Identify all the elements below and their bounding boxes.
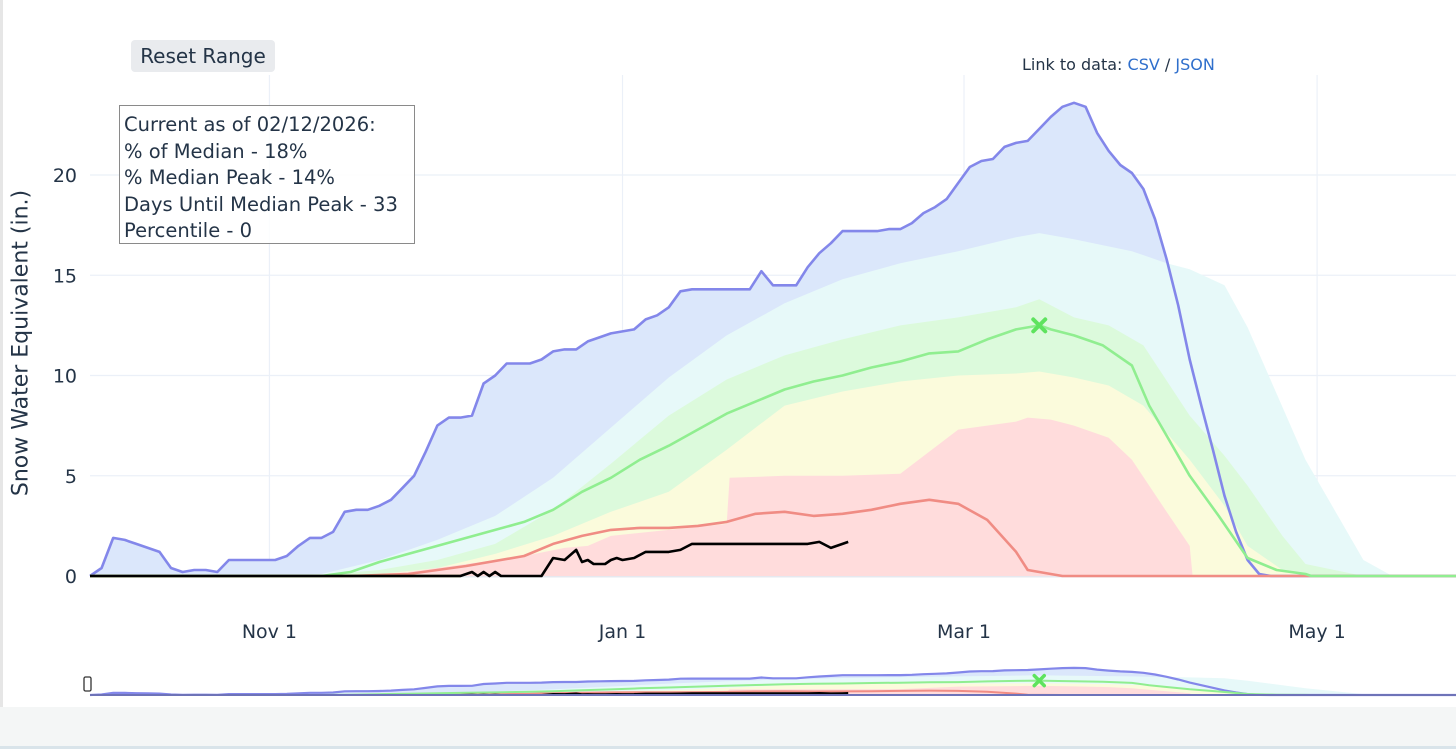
line-layer bbox=[89, 101, 1456, 578]
left-border bbox=[0, 0, 3, 707]
y-tick-label: 20 bbox=[53, 165, 77, 187]
slider-median-line bbox=[90, 679, 1456, 696]
json-link[interactable]: JSON bbox=[1175, 55, 1215, 74]
percent-of-median: % of Median - 18% bbox=[124, 139, 308, 163]
x-tick-label: Nov 1 bbox=[242, 621, 297, 643]
current-status-box: Current as of 02/12/2026: % of Median - … bbox=[119, 105, 415, 244]
x-tick-label: May 1 bbox=[1288, 621, 1345, 643]
link-prefix: Link to data: bbox=[1022, 55, 1123, 74]
max-line bbox=[89, 101, 1456, 578]
link-separator: / bbox=[1164, 55, 1171, 74]
min-line bbox=[90, 498, 1456, 578]
median-peak-marker bbox=[1031, 317, 1048, 334]
area-band-30 bbox=[90, 417, 1456, 576]
current-year-line bbox=[90, 540, 849, 578]
median-line bbox=[90, 324, 1456, 578]
y-tick-label: 10 bbox=[53, 366, 77, 388]
range-slider[interactable]: 0 bbox=[81, 666, 1456, 697]
slider-peak-marker bbox=[1032, 673, 1046, 688]
slider-min-line bbox=[90, 689, 1456, 696]
reset-range-button[interactable]: Reset Range bbox=[131, 40, 275, 72]
data-links: Link to data: CSV / JSON bbox=[1022, 55, 1215, 74]
footer-divider bbox=[0, 746, 1456, 749]
x-tick-label: Mar 1 bbox=[937, 621, 991, 643]
tick-layer: 0 5 10 15 20 Nov 1 Jan 1 Mar 1 May 1 bbox=[53, 165, 1346, 643]
snow-chart[interactable]: 0 5 10 15 20 Nov 1 Jan 1 Mar 1 May 1 0 bbox=[0, 0, 1456, 707]
percentile: Percentile - 0 bbox=[124, 219, 253, 243]
y-tick-label: 0 bbox=[65, 566, 77, 588]
y-tick-label: 5 bbox=[65, 466, 77, 488]
percent-median-peak: % Median Peak - 14% bbox=[124, 166, 335, 190]
y-axis-label: Snow Water Equivalent (in.) bbox=[8, 189, 34, 497]
current-as-of: Current as of 02/12/2026: bbox=[124, 113, 376, 136]
slider-max-line bbox=[89, 666, 1456, 697]
slider-handle-left[interactable] bbox=[83, 676, 92, 692]
days-until-median-peak: Days Until Median Peak - 33 bbox=[124, 192, 398, 216]
csv-link[interactable]: CSV bbox=[1127, 55, 1160, 74]
y-tick-label: 15 bbox=[53, 265, 77, 287]
x-tick-label: Jan 1 bbox=[598, 621, 646, 643]
fill-layer bbox=[90, 102, 1456, 577]
